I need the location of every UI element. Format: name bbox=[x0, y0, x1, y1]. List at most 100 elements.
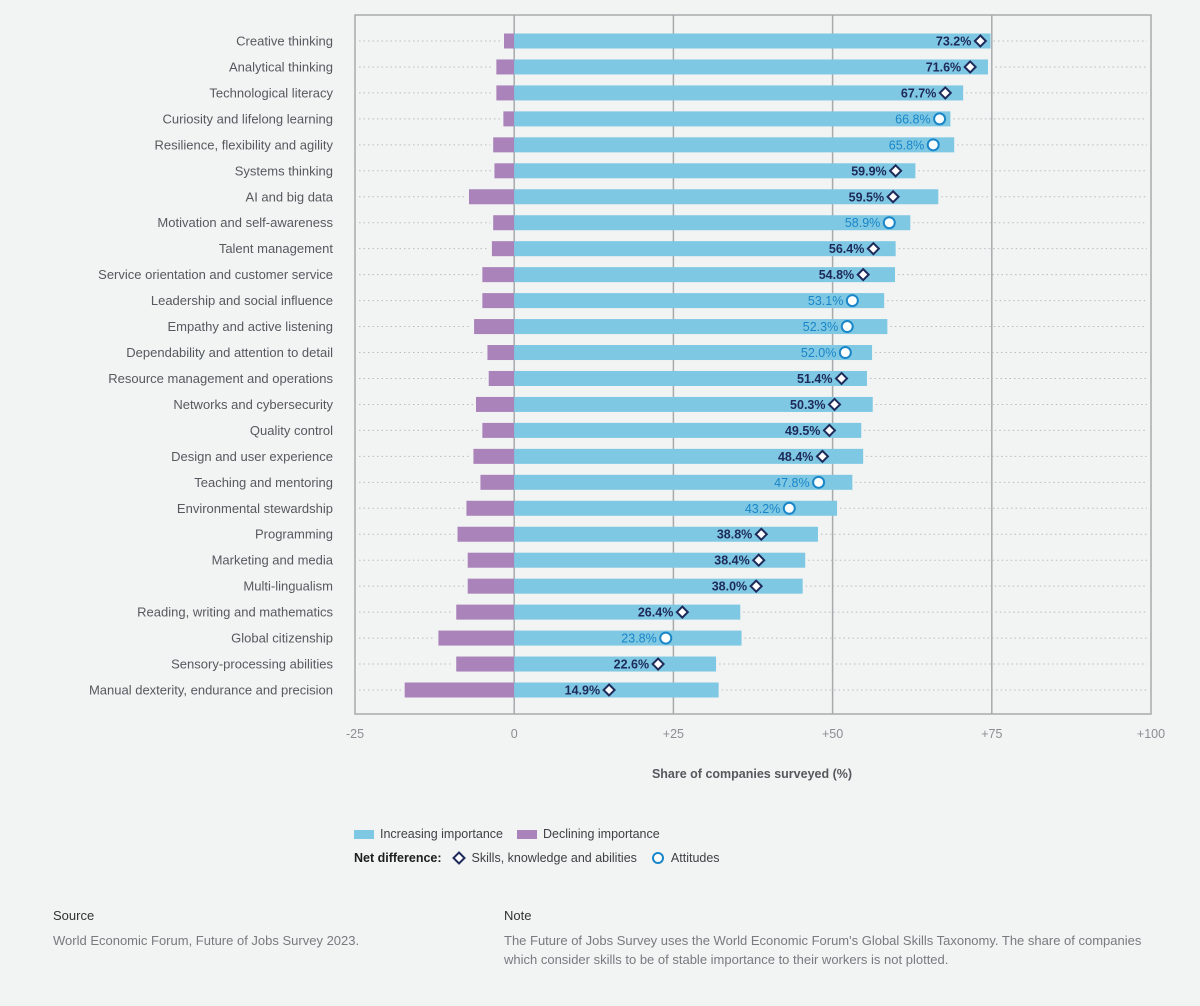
x-tick-label: +75 bbox=[981, 727, 1002, 741]
increasing-swatch bbox=[354, 829, 374, 839]
declining-bar bbox=[494, 163, 515, 179]
diamond-icon bbox=[754, 527, 769, 542]
category-label: Leadership and social influence bbox=[151, 293, 333, 308]
category-label: Service orientation and customer service bbox=[98, 267, 333, 282]
declining-bar bbox=[466, 500, 515, 516]
declining-bar bbox=[456, 656, 515, 672]
bars bbox=[404, 33, 991, 698]
increasing-bar bbox=[514, 448, 864, 464]
increasing-bar bbox=[514, 474, 853, 490]
increasing-bar bbox=[514, 293, 885, 309]
net-difference-label: Net difference: bbox=[354, 851, 442, 865]
declining-bar bbox=[487, 345, 515, 361]
category-label: Resilience, flexibility and agility bbox=[155, 137, 334, 152]
x-tick-label: +100 bbox=[1137, 727, 1165, 741]
net-value-label: 66.8% bbox=[895, 112, 930, 126]
increasing-bar bbox=[514, 604, 741, 620]
declining-bar bbox=[467, 578, 515, 594]
note-section: Note The Future of Jobs Survey uses the … bbox=[504, 906, 1144, 969]
category-label: Manual dexterity, endurance and precisio… bbox=[89, 683, 333, 698]
declining-bar bbox=[473, 448, 515, 464]
legend-increasing-label: Increasing importance bbox=[380, 827, 503, 841]
net-value-label: 52.0% bbox=[801, 346, 836, 360]
category-label: Dependability and attention to detail bbox=[126, 345, 333, 360]
declining-bar bbox=[496, 59, 515, 75]
skills-chart: 73.2% 71.6% 67.7% 66.8% 65.8%59.9% 59.5% 58.9%… bbox=[89, 14, 1165, 781]
increasing-bar bbox=[514, 345, 873, 361]
legend-declining: Declining importance bbox=[516, 827, 660, 841]
diamond-icon bbox=[886, 189, 901, 204]
net-markers: 73.2% 71.6% 67.7% 66.8% 65.8%59.9% 59.5% 58.9%… bbox=[565, 34, 988, 698]
diamond-icon bbox=[938, 86, 953, 100]
net-value-label: 73.2% bbox=[936, 35, 971, 49]
declining-bar bbox=[456, 604, 515, 620]
net-value-label: 50.3% bbox=[790, 398, 825, 412]
circle-icon bbox=[845, 294, 859, 308]
category-label: Teaching and mentoring bbox=[194, 475, 333, 490]
category-label: Curiosity and lifelong learning bbox=[162, 111, 333, 126]
net-value-label: 38.8% bbox=[717, 528, 752, 542]
source-heading: Source bbox=[53, 908, 95, 923]
increasing-bar bbox=[514, 267, 896, 283]
legend-skill: Skills, knowledge and abilities bbox=[451, 851, 637, 865]
increasing-bar bbox=[514, 500, 838, 516]
category-label: Empathy and active listening bbox=[168, 319, 333, 334]
category-label: Environmental stewardship bbox=[177, 501, 333, 516]
diamond-icon bbox=[822, 423, 837, 438]
net-value-label: 65.8% bbox=[889, 138, 924, 152]
source-text: World Economic Forum, Future of Jobs Sur… bbox=[53, 933, 360, 948]
increasing-bar bbox=[514, 111, 951, 127]
category-label: Design and user experience bbox=[171, 449, 333, 464]
declining-bar bbox=[468, 189, 515, 205]
diamond-icon bbox=[749, 579, 764, 594]
declining-bar bbox=[488, 370, 515, 386]
net-value-label: 38.0% bbox=[712, 580, 747, 594]
category-label: Marketing and media bbox=[212, 553, 334, 568]
net-value-label: 59.9% bbox=[851, 164, 886, 178]
increasing-bar bbox=[514, 578, 803, 594]
increasing-bar bbox=[514, 396, 873, 412]
circle-icon bbox=[812, 475, 826, 489]
legend: Increasing importance Declining importan… bbox=[354, 822, 734, 870]
x-tick-label: 0 bbox=[511, 727, 518, 741]
declining-bar bbox=[438, 630, 515, 646]
category-labels: Creative thinking Analytical thinking Tech… bbox=[89, 34, 334, 698]
net-value-label: 54.8% bbox=[819, 268, 854, 282]
circle-icon bbox=[926, 138, 940, 152]
declining-bar bbox=[404, 682, 515, 698]
net-value-label: 22.6% bbox=[614, 658, 649, 672]
legend-row-markers: Net difference: Skills, knowledge and ab… bbox=[354, 846, 734, 870]
net-value-label: 58.9% bbox=[845, 216, 880, 230]
category-label: Creative thinking bbox=[236, 34, 333, 49]
declining-bar bbox=[467, 552, 515, 568]
category-label: Multi-lingualism bbox=[243, 579, 333, 594]
legend-row-bars: Increasing importance Declining importan… bbox=[354, 822, 734, 846]
x-tick-label: +25 bbox=[663, 727, 684, 741]
circle-icon bbox=[838, 346, 852, 360]
x-axis-ticks: -25 0 +25 +50 +75 +100 bbox=[346, 727, 1165, 741]
increasing-bar bbox=[514, 319, 888, 335]
increasing-bar bbox=[514, 630, 742, 646]
category-label: Programming bbox=[255, 527, 333, 542]
category-label: Talent management bbox=[219, 241, 334, 256]
category-label: Systems thinking bbox=[235, 163, 333, 178]
plot-frame bbox=[354, 14, 1152, 715]
category-label: Networks and cybersecurity bbox=[173, 397, 333, 412]
legend-skill-label: Skills, knowledge and abilities bbox=[471, 851, 637, 865]
legend-increasing: Increasing importance bbox=[354, 827, 503, 841]
increasing-bar bbox=[514, 137, 955, 153]
circle-icon bbox=[933, 112, 947, 126]
diamond-icon bbox=[856, 267, 871, 282]
net-value-label: 52.3% bbox=[803, 320, 838, 334]
circle-icon bbox=[882, 216, 896, 230]
increasing-bar bbox=[514, 59, 988, 75]
category-label: Global citizenship bbox=[231, 631, 333, 646]
circle-icon bbox=[782, 501, 796, 515]
net-value-label: 26.4% bbox=[638, 606, 673, 620]
category-label: Motivation and self-awareness bbox=[157, 215, 333, 230]
declining-bar bbox=[493, 137, 515, 153]
circle-icon bbox=[659, 631, 673, 645]
circle-icon bbox=[840, 320, 854, 334]
diamond-icon bbox=[834, 371, 849, 386]
net-value-label: 23.8% bbox=[621, 632, 656, 646]
